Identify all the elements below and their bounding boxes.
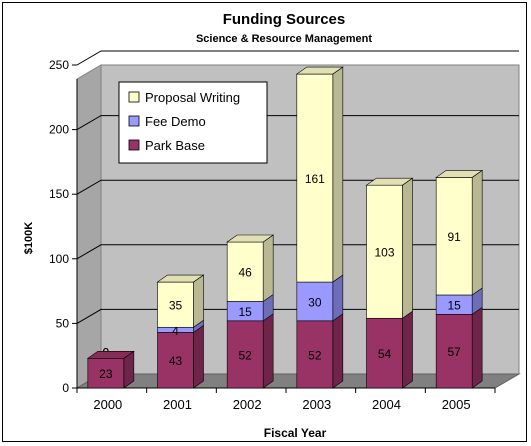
x-tick-label: 2003: [302, 397, 331, 412]
bar-side-0-2001: [193, 324, 204, 389]
bar-side-0-2003: [332, 313, 344, 389]
y-tick-label: 150: [49, 187, 69, 201]
plot-side-wall: [76, 64, 102, 389]
legend-box: [118, 81, 268, 164]
bar-proposal-writing-2001: [157, 281, 194, 328]
bar-top-2003: [295, 66, 344, 75]
bar-side-2-2003: [332, 66, 344, 283]
gridline: [76, 115, 519, 131]
bar-park-base-2001: [157, 332, 194, 389]
x-tick-label: 2004: [372, 397, 401, 412]
bar-top-2004: [365, 177, 414, 186]
data-label: 52: [308, 348, 322, 362]
bar-side-2-2004: [402, 177, 413, 319]
bar-side-2-2001: [193, 274, 204, 328]
data-label: 15: [447, 299, 461, 313]
bar-park-base-2005: [435, 314, 473, 389]
legend-label: Fee Demo: [145, 114, 206, 129]
legend-swatch: [128, 115, 140, 127]
bar-fee-demo-2003: [296, 281, 334, 322]
data-label: 35: [169, 299, 183, 313]
data-label: 57: [447, 345, 461, 359]
legend-label: Park Base: [145, 138, 205, 153]
data-label: 54: [378, 347, 392, 361]
x-tick-label: 2005: [442, 397, 471, 412]
x-axis-label: Fiscal Year: [264, 426, 327, 440]
bar-park-base-2002: [226, 320, 264, 389]
bar-side-0-2005: [471, 306, 483, 389]
bar-proposal-writing-2003: [296, 73, 334, 283]
legend-swatch: [128, 91, 140, 103]
data-label: 103: [374, 246, 394, 260]
bar-park-base-2004: [366, 317, 403, 389]
x-tick-label: 2002: [233, 397, 262, 412]
y-tick-label: 200: [49, 123, 69, 137]
bar-top-2005: [435, 170, 484, 178]
data-label: 23: [99, 367, 113, 381]
bar-proposal-writing-2005: [435, 177, 473, 296]
data-label: 4: [172, 324, 179, 338]
bar-proposal-writing-2004: [366, 184, 403, 319]
data-label: 43: [169, 354, 183, 368]
legend-label: Proposal Writing: [145, 90, 240, 105]
data-label: 15: [238, 305, 252, 319]
bar-side-2-2002: [262, 234, 274, 303]
x-tick-label: 2001: [163, 397, 192, 412]
y-axis-label: $100K: [23, 222, 35, 254]
y-tick-label: 50: [56, 316, 70, 330]
bar-side-0-2002: [262, 313, 274, 389]
data-label: 52: [238, 348, 252, 362]
bar-side-1-2003: [332, 274, 344, 322]
data-label: 30: [308, 295, 322, 309]
chart-subtitle: Science & Resource Management: [196, 33, 372, 45]
bar-side-0-2004: [402, 310, 413, 389]
bar-park-base-2000: [87, 357, 125, 389]
bar-top-2000: [86, 350, 135, 359]
data-label: 46: [238, 266, 252, 280]
chart-title: Funding Sources: [223, 11, 346, 28]
x-tick-label: 2000: [93, 397, 122, 412]
y-tick-label: 250: [49, 58, 69, 72]
bar-top-2002: [226, 234, 275, 243]
legend-swatch: [128, 139, 140, 151]
data-label: 91: [447, 230, 461, 244]
y-tick-label: 0: [62, 381, 69, 395]
gridline: [76, 50, 519, 66]
bar-side-2-2005: [471, 169, 483, 296]
bar-top-2001: [156, 274, 205, 283]
bar-proposal-writing-2002: [226, 241, 264, 302]
data-label: 161: [305, 172, 325, 186]
y-tick-label: 100: [49, 252, 69, 266]
